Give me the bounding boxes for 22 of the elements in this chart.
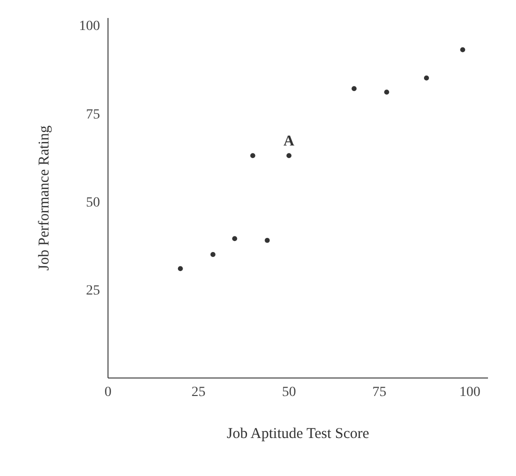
y-tick-label: 25 (86, 284, 100, 299)
y-tick-label: 50 (86, 196, 100, 210)
x-axis-title: Job Aptitude Test Score (226, 426, 370, 442)
point (178, 266, 183, 272)
y-axis-title: Job Performance Rating (36, 125, 52, 270)
point (460, 47, 466, 52)
x-tick-label: 75 (372, 384, 386, 400)
point (384, 90, 390, 95)
annotation: A (284, 134, 295, 150)
point (250, 153, 256, 158)
y-tick-label: 75 (86, 107, 100, 122)
x-tick-label: 0 (104, 384, 112, 400)
point (286, 153, 292, 158)
x-tick-label: 25 (191, 384, 206, 400)
x-tick-label: 100 (459, 384, 480, 400)
y-tick-label: 100 (79, 19, 100, 34)
point (424, 76, 429, 80)
x-tick-label: 50 (282, 384, 296, 400)
point (232, 236, 238, 242)
point (210, 252, 216, 257)
point (352, 86, 357, 92)
point (264, 238, 270, 243)
